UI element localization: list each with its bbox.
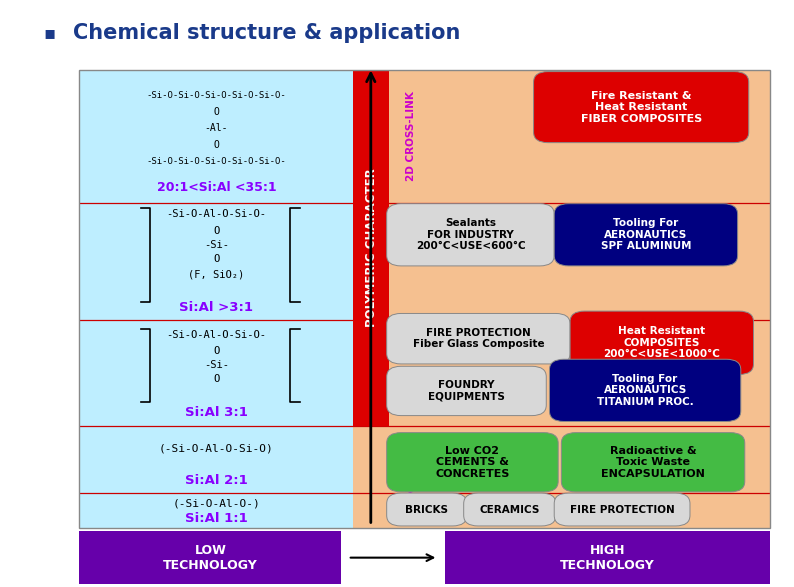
Text: Low CO2
CEMENTS &
CONCRETES: Low CO2 CEMENTS & CONCRETES <box>435 446 510 479</box>
Text: Sealants
FOR INDUSTRY
200°C<USE<600°C: Sealants FOR INDUSTRY 200°C<USE<600°C <box>415 218 526 251</box>
Text: -Si-: -Si- <box>204 360 229 370</box>
Text: -Si-: -Si- <box>204 239 229 250</box>
FancyBboxPatch shape <box>570 311 754 375</box>
Text: FIRE PROTECTION
Fiber Glass Composite: FIRE PROTECTION Fiber Glass Composite <box>413 328 544 349</box>
Bar <box>79 426 353 493</box>
Bar <box>79 531 770 584</box>
FancyBboxPatch shape <box>387 433 558 492</box>
Text: 2D CROSS-LINK: 2D CROSS-LINK <box>407 92 416 181</box>
Text: -Si-O-Al-O-Si-O-: -Si-O-Al-O-Si-O- <box>167 209 266 220</box>
Bar <box>353 70 770 203</box>
Text: O: O <box>214 225 219 236</box>
FancyBboxPatch shape <box>554 204 738 266</box>
Bar <box>353 203 770 320</box>
Text: FOUNDRY
EQUIPMENTS: FOUNDRY EQUIPMENTS <box>428 380 505 402</box>
Bar <box>79 70 353 203</box>
FancyBboxPatch shape <box>387 366 546 416</box>
Text: 20:1<Si:Al <35:1: 20:1<Si:Al <35:1 <box>156 181 276 194</box>
Text: Si:Al 3:1: Si:Al 3:1 <box>185 406 248 419</box>
Bar <box>341 531 445 584</box>
Text: -Si-O-Si-O-Si-O-Si-O-Si-O-: -Si-O-Si-O-Si-O-Si-O-Si-O- <box>146 91 287 100</box>
Text: -Al-: -Al- <box>205 123 228 133</box>
Text: FIRE PROTECTION: FIRE PROTECTION <box>570 504 674 515</box>
Text: Si:Al >3:1: Si:Al >3:1 <box>179 301 253 313</box>
Text: (F, SiO₂): (F, SiO₂) <box>188 269 245 279</box>
Text: 3D NETWORK: 3D NETWORK <box>407 437 416 517</box>
Text: (-Si-O-Al-O-): (-Si-O-Al-O-) <box>172 498 260 509</box>
Text: Radioactive &
Toxic Waste
ENCAPSULATION: Radioactive & Toxic Waste ENCAPSULATION <box>601 446 705 479</box>
Text: O: O <box>214 254 219 264</box>
Text: Si:Al 2:1: Si:Al 2:1 <box>185 474 248 487</box>
FancyBboxPatch shape <box>387 493 467 526</box>
Text: HIGH
TECHNOLOGY: HIGH TECHNOLOGY <box>560 544 655 572</box>
Text: -Si-O-Si-O-Si-O-Si-O-Si-O-: -Si-O-Si-O-Si-O-Si-O-Si-O- <box>146 157 287 166</box>
Text: Chemical structure & application: Chemical structure & application <box>73 23 461 43</box>
Text: Heat Resistant
COMPOSITES
200°C<USE<1000°C: Heat Resistant COMPOSITES 200°C<USE<1000… <box>603 326 720 359</box>
Text: POLYMERIC CHARACTER: POLYMERIC CHARACTER <box>364 168 378 328</box>
Text: -Si-O-Al-O-Si-O-: -Si-O-Al-O-Si-O- <box>167 329 266 340</box>
Text: Tooling For
AERONAUTICS
SPF ALUMINUM: Tooling For AERONAUTICS SPF ALUMINUM <box>601 218 691 251</box>
Bar <box>353 493 770 528</box>
FancyBboxPatch shape <box>534 72 749 143</box>
Text: O: O <box>214 346 219 356</box>
Text: LOW
TECHNOLOGY: LOW TECHNOLOGY <box>163 544 258 572</box>
Bar <box>79 70 770 528</box>
FancyBboxPatch shape <box>387 204 554 266</box>
Text: ▪: ▪ <box>44 24 56 42</box>
FancyBboxPatch shape <box>549 359 741 421</box>
Text: Tooling For
AERONAUTICS
TITANIUM PROC.: Tooling For AERONAUTICS TITANIUM PROC. <box>597 374 693 407</box>
Bar <box>79 203 353 320</box>
Text: O: O <box>214 107 219 117</box>
Text: CERAMICS: CERAMICS <box>480 504 540 515</box>
Bar <box>79 493 353 528</box>
Bar <box>79 320 353 426</box>
Bar <box>353 70 389 426</box>
Bar <box>353 426 770 493</box>
Text: Fire Resistant &
Heat Resistant
FIBER COMPOSITES: Fire Resistant & Heat Resistant FIBER CO… <box>580 90 702 124</box>
FancyBboxPatch shape <box>464 493 556 526</box>
FancyBboxPatch shape <box>554 493 690 526</box>
Text: O: O <box>214 140 219 150</box>
FancyBboxPatch shape <box>387 313 570 364</box>
FancyBboxPatch shape <box>561 433 745 492</box>
Text: BRICKS: BRICKS <box>405 504 449 515</box>
Text: Si:Al 1:1: Si:Al 1:1 <box>185 512 248 525</box>
Bar <box>353 320 770 426</box>
Text: O: O <box>214 374 219 384</box>
Text: (-Si-O-Al-O-Si-O): (-Si-O-Al-O-Si-O) <box>159 444 274 454</box>
